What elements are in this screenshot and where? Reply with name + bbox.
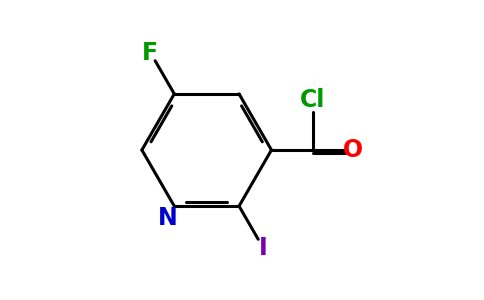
Text: N: N — [158, 206, 178, 230]
Text: O: O — [343, 138, 363, 162]
Text: F: F — [142, 40, 158, 64]
Text: Cl: Cl — [300, 88, 325, 112]
Text: I: I — [259, 236, 268, 260]
